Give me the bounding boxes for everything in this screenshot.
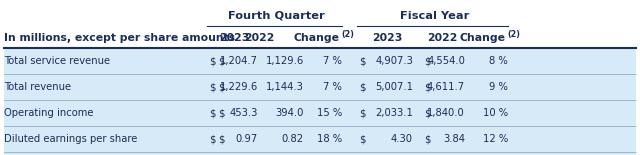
Text: $: $	[209, 134, 216, 144]
Text: $: $	[359, 134, 365, 144]
Text: Change: Change	[294, 33, 340, 43]
Text: 2023: 2023	[372, 33, 402, 43]
Text: $: $	[424, 134, 431, 144]
Text: $: $	[359, 108, 365, 118]
Text: (2): (2)	[507, 31, 520, 40]
Text: 2,033.1: 2,033.1	[375, 108, 413, 118]
Text: 0.97: 0.97	[236, 134, 258, 144]
Text: $: $	[424, 56, 431, 66]
Text: $: $	[218, 108, 225, 118]
Bar	[4, 152, 636, 155]
Text: 1,129.6: 1,129.6	[266, 56, 304, 66]
Bar	[4, 48, 636, 74]
Text: 18 %: 18 %	[317, 134, 342, 144]
Text: $: $	[424, 82, 431, 92]
Text: Fiscal Year: Fiscal Year	[400, 11, 469, 21]
Text: 8 %: 8 %	[489, 56, 508, 66]
Text: $: $	[218, 82, 225, 92]
Text: 1,204.7: 1,204.7	[220, 56, 258, 66]
Text: 4,554.0: 4,554.0	[427, 56, 465, 66]
Text: 4,611.7: 4,611.7	[427, 82, 465, 92]
Text: 5,007.1: 5,007.1	[375, 82, 413, 92]
Text: 0.82: 0.82	[282, 134, 304, 144]
Text: 7 %: 7 %	[323, 82, 342, 92]
Text: Fourth Quarter: Fourth Quarter	[228, 11, 325, 21]
Text: $: $	[209, 56, 216, 66]
Text: 4.30: 4.30	[391, 134, 413, 144]
Text: Diluted earnings per share: Diluted earnings per share	[4, 134, 138, 144]
Text: 4,907.3: 4,907.3	[375, 56, 413, 66]
Text: $: $	[359, 56, 365, 66]
Text: 10 %: 10 %	[483, 108, 508, 118]
Text: $: $	[209, 82, 216, 92]
Text: Operating income: Operating income	[4, 108, 93, 118]
Text: $: $	[424, 108, 431, 118]
Bar	[4, 100, 636, 126]
Text: 12 %: 12 %	[483, 134, 508, 144]
Text: 15 %: 15 %	[317, 108, 342, 118]
Text: 2022: 2022	[428, 33, 458, 43]
Text: 453.3: 453.3	[230, 108, 258, 118]
Text: Total service revenue: Total service revenue	[4, 56, 110, 66]
Text: 394.0: 394.0	[276, 108, 304, 118]
Text: 1,840.0: 1,840.0	[428, 108, 465, 118]
Text: 7 %: 7 %	[323, 56, 342, 66]
Text: 1,144.3: 1,144.3	[266, 82, 304, 92]
Text: 2022: 2022	[244, 33, 274, 43]
Text: In millions, except per share amounts: In millions, except per share amounts	[4, 33, 235, 43]
Text: $: $	[359, 82, 365, 92]
Text: $: $	[218, 56, 225, 66]
Text: 3.84: 3.84	[443, 134, 465, 144]
Text: $: $	[209, 108, 216, 118]
Bar	[4, 126, 636, 152]
Text: 1,229.6: 1,229.6	[220, 82, 258, 92]
Text: (2): (2)	[341, 31, 354, 40]
Text: Total revenue: Total revenue	[4, 82, 71, 92]
Text: Change: Change	[460, 33, 506, 43]
Text: 2023: 2023	[220, 33, 250, 43]
Bar	[4, 74, 636, 100]
Text: $: $	[218, 134, 225, 144]
Text: 9 %: 9 %	[489, 82, 508, 92]
